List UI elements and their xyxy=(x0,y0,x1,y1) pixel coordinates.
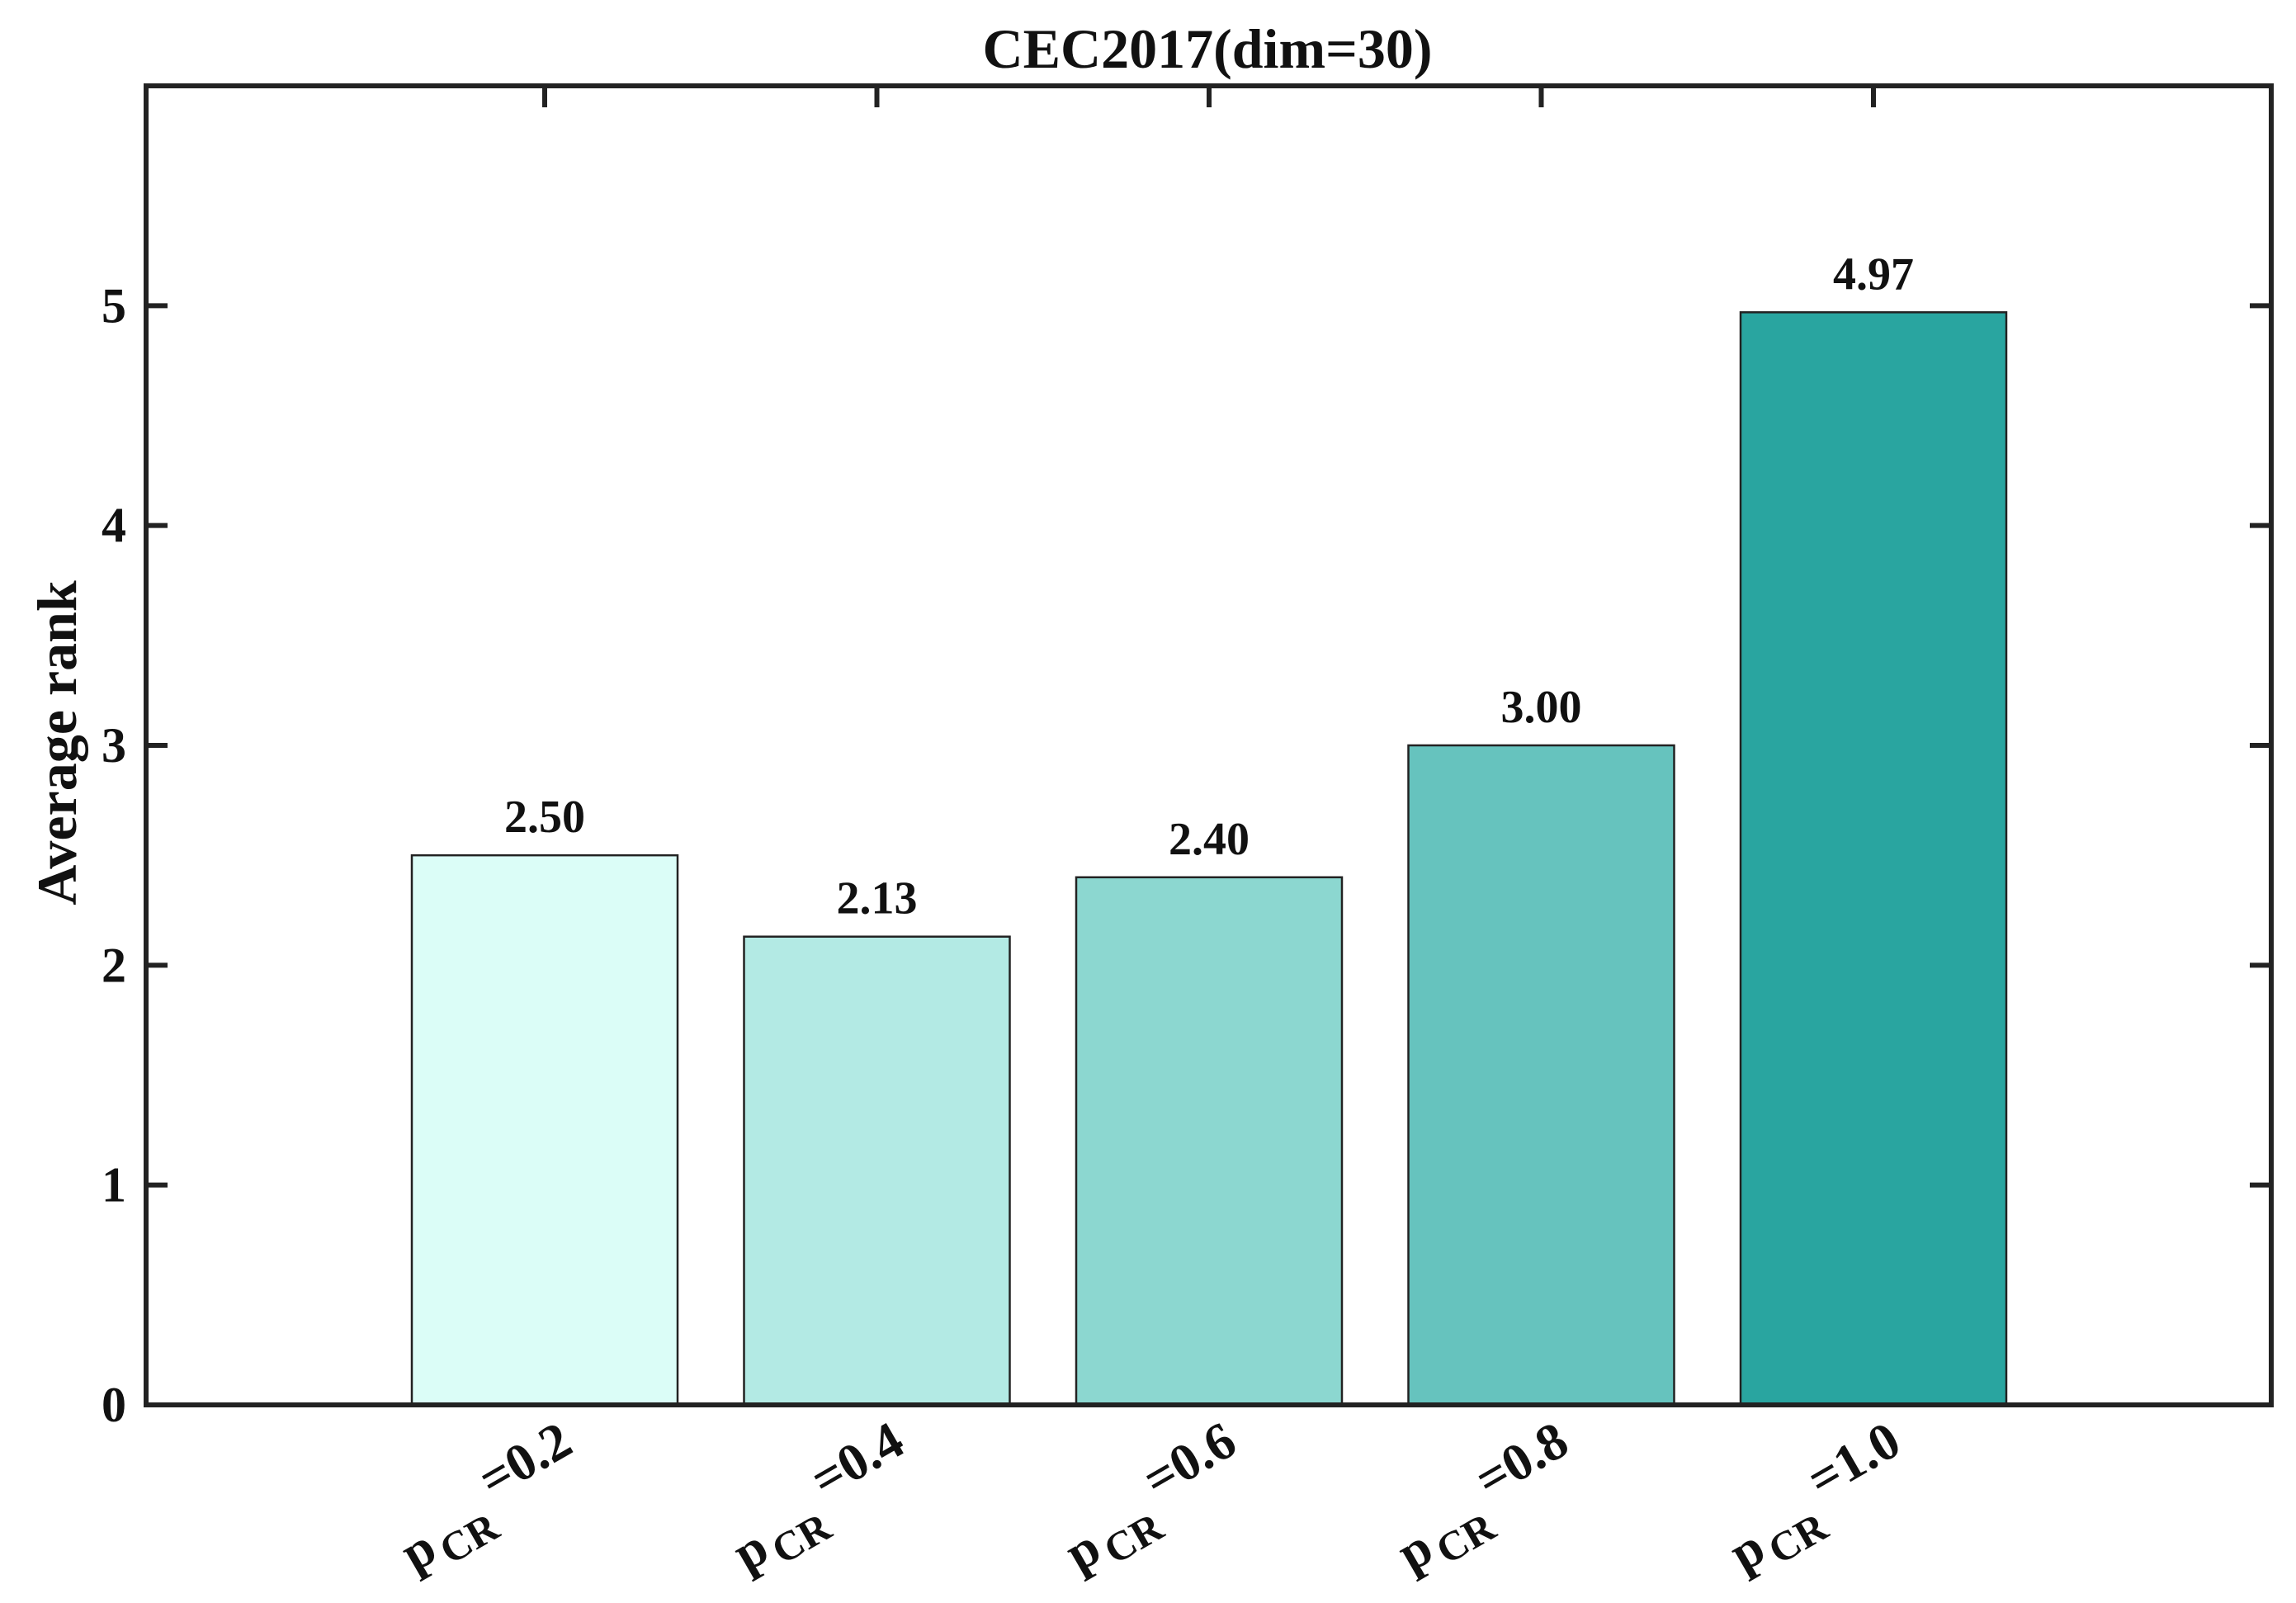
x-tick-label-value: =0.6 xyxy=(1133,1410,1245,1509)
x-tick-label-main: p xyxy=(1387,1517,1442,1582)
bar-5 xyxy=(1739,311,2008,1407)
bar-4 xyxy=(1407,744,1675,1407)
bar-3 xyxy=(1075,876,1344,1407)
y-ticks-group: 0 1 2 3 4 5 xyxy=(102,278,2271,1432)
x-tick-label-2: pCR=0.4 xyxy=(723,1410,913,1582)
x-tick-label-main: p xyxy=(1056,1517,1110,1582)
x-tick-label-value: =1.0 xyxy=(1798,1410,1910,1509)
x-tick-label-4: pCR=0.8 xyxy=(1387,1410,1577,1582)
x-tick-label-1: pCR=0.2 xyxy=(391,1410,581,1582)
x-tick-label-main: p xyxy=(391,1517,446,1582)
x-tick-label-5: pCR=1.0 xyxy=(1720,1410,1910,1582)
plot-area-frame xyxy=(144,83,2274,1407)
x-tick-label-subscript: CR xyxy=(763,1503,839,1573)
y-tick-label-4: 4 xyxy=(102,499,126,553)
data-label-2: 2.13 xyxy=(837,873,918,924)
y-tick-label-0: 0 xyxy=(102,1378,126,1432)
bars-group: 2.50 2.13 2.40 3.00 4.97 xyxy=(410,248,2008,1407)
x-tick-label-subscript: CR xyxy=(1096,1503,1171,1573)
x-tick-label-subscript: CR xyxy=(432,1503,507,1573)
x-tick-label-subscript: CR xyxy=(1428,1503,1503,1573)
data-label-3: 2.40 xyxy=(1169,814,1250,865)
chart-title: CEC2017(dim=30) xyxy=(983,17,1433,80)
x-tick-label-value: =0.2 xyxy=(469,1410,581,1509)
x-tick-label-value: =0.4 xyxy=(801,1410,913,1509)
bar-2 xyxy=(743,935,1011,1407)
y-tick-label-1: 1 xyxy=(102,1158,126,1213)
x-tick-label-3: pCR=0.6 xyxy=(1056,1410,1245,1582)
x-tick-label-value: =0.8 xyxy=(1465,1410,1577,1509)
data-label-1: 2.50 xyxy=(504,792,585,843)
y-axis-label: Average rank xyxy=(26,580,88,906)
data-label-4: 3.00 xyxy=(1501,682,1582,733)
x-tick-label-subscript: CR xyxy=(1760,1503,1835,1573)
data-label-5: 4.97 xyxy=(1833,248,1914,300)
x-tick-label-main: p xyxy=(723,1517,777,1582)
y-tick-label-2: 2 xyxy=(102,938,126,992)
y-tick-label-3: 3 xyxy=(102,718,126,773)
x-tick-label-main: p xyxy=(1720,1517,1774,1582)
bar-1 xyxy=(410,854,679,1407)
y-tick-label-5: 5 xyxy=(102,278,126,333)
